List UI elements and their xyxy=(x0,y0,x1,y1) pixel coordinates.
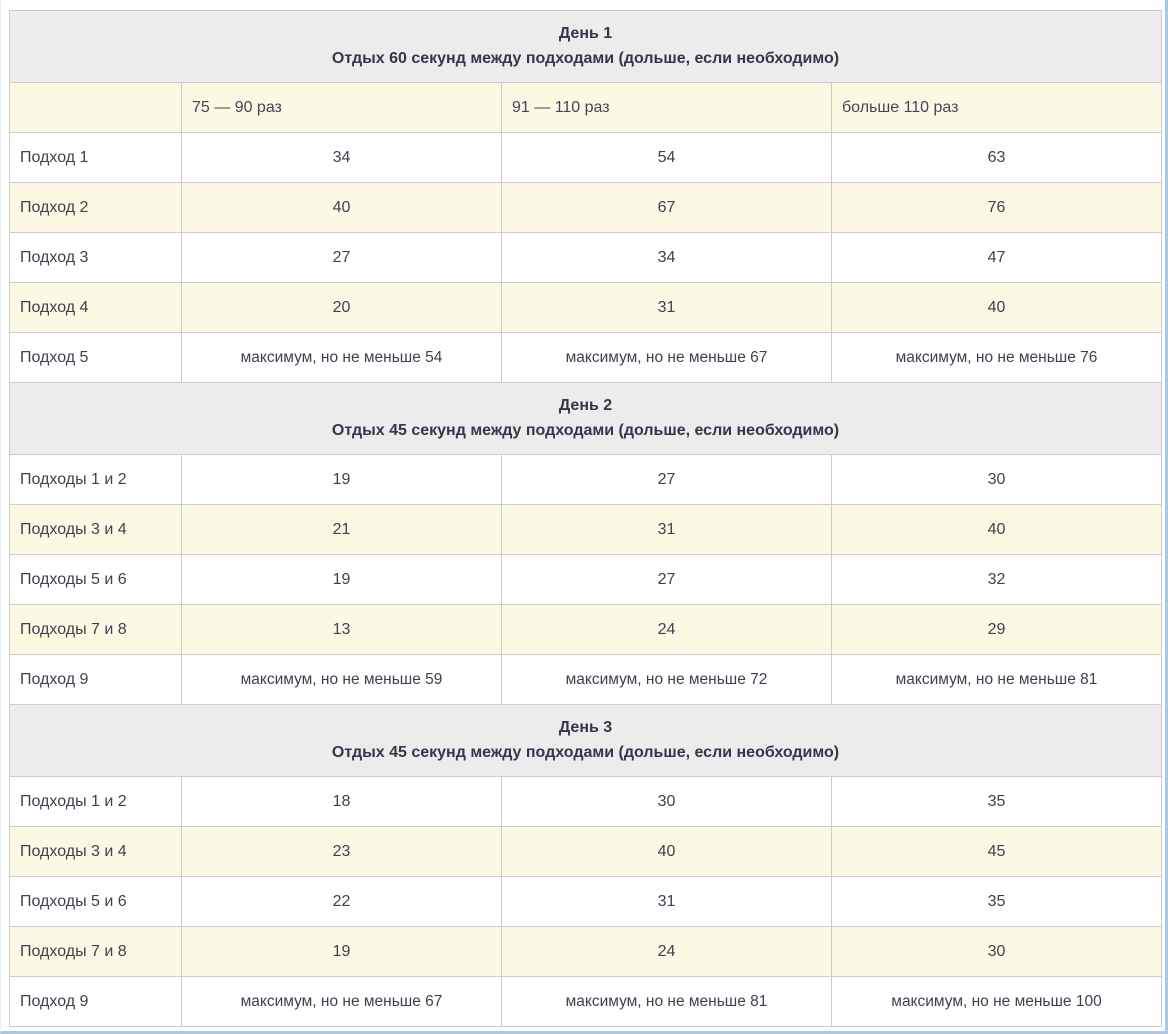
row-value: 27 xyxy=(501,554,832,605)
row-value: 45 xyxy=(831,826,1162,877)
row-label: Подход 4 xyxy=(9,282,182,333)
section-header-row: День 2 Отдых 45 секунд между подходами (д… xyxy=(9,382,1162,455)
row-value: максимум, но не меньше 59 xyxy=(181,654,502,705)
row-value: 27 xyxy=(181,232,502,283)
row-value: 22 xyxy=(181,876,502,927)
table-row: Подходы 1 и 2 19 27 30 xyxy=(9,454,1162,505)
section-header-row: День 3 Отдых 45 секунд между подходами (д… xyxy=(9,704,1162,777)
row-value: 24 xyxy=(501,926,832,977)
row-value: 47 xyxy=(831,232,1162,283)
row-label: Подход 9 xyxy=(9,976,182,1027)
row-value: 54 xyxy=(501,132,832,183)
row-value: 40 xyxy=(181,182,502,233)
column-header-empty xyxy=(9,82,182,133)
section-subtitle: Отдых 60 секунд между подходами (дольше,… xyxy=(331,49,840,67)
column-header: больше 110 раз xyxy=(831,82,1162,133)
row-value: 18 xyxy=(181,776,502,827)
row-label: Подходы 5 и 6 xyxy=(9,876,182,927)
row-value: максимум, но не меньше 72 xyxy=(501,654,832,705)
row-value: максимум, но не меньше 81 xyxy=(501,976,832,1027)
row-value: 20 xyxy=(181,282,502,333)
row-label: Подход 2 xyxy=(9,182,182,233)
row-label: Подходы 5 и 6 xyxy=(9,554,182,605)
table-row: Подходы 1 и 2 18 30 35 xyxy=(9,776,1162,827)
training-table: День 1 Отдых 60 секунд между подходами (д… xyxy=(9,10,1162,1027)
row-label: Подходы 3 и 4 xyxy=(9,826,182,877)
table-row: Подход 2 40 67 76 xyxy=(9,182,1162,233)
section-subtitle: Отдых 45 секунд между подходами (дольше,… xyxy=(331,421,840,439)
row-value: 40 xyxy=(831,504,1162,555)
table-row: Подходы 5 и 6 22 31 35 xyxy=(9,876,1162,927)
row-label: Подход 5 xyxy=(9,332,182,383)
section-header-cell: День 1 Отдых 60 секунд между подходами (д… xyxy=(9,10,1162,83)
row-value: 27 xyxy=(501,454,832,505)
row-value: 30 xyxy=(831,926,1162,977)
row-label: Подходы 3 и 4 xyxy=(9,504,182,555)
row-value: 63 xyxy=(831,132,1162,183)
table-row: Подходы 7 и 8 19 24 30 xyxy=(9,926,1162,977)
row-value: 19 xyxy=(181,926,502,977)
row-label: Подход 9 xyxy=(9,654,182,705)
row-value: 19 xyxy=(181,454,502,505)
row-value: максимум, но не меньше 100 xyxy=(831,976,1162,1027)
row-value: 67 xyxy=(501,182,832,233)
row-value: 32 xyxy=(831,554,1162,605)
row-value: 40 xyxy=(831,282,1162,333)
row-value: 30 xyxy=(501,776,832,827)
row-value: максимум, но не меньше 67 xyxy=(501,332,832,383)
table-row: Подход 9 максимум, но не меньше 67 максиму… xyxy=(9,976,1162,1027)
row-value: 31 xyxy=(501,282,832,333)
section-subtitle: Отдых 45 секунд между подходами (дольше,… xyxy=(331,743,840,761)
row-label: Подход 1 xyxy=(9,132,182,183)
row-value: 35 xyxy=(831,776,1162,827)
row-value: 34 xyxy=(181,132,502,183)
row-label: Подход 3 xyxy=(9,232,182,283)
section-title: День 3 xyxy=(558,718,613,736)
section-header-cell: День 3 Отдых 45 секунд между подходами (д… xyxy=(9,704,1162,777)
section-title: День 2 xyxy=(558,396,613,414)
row-value: 23 xyxy=(181,826,502,877)
section-header-row: День 1 Отдых 60 секунд между подходами (д… xyxy=(9,10,1162,83)
table-row: Подход 5 максимум, но не меньше 54 максиму… xyxy=(9,332,1162,383)
row-value: максимум, но не меньше 81 xyxy=(831,654,1162,705)
table-row: Подход 1 34 54 63 xyxy=(9,132,1162,183)
row-label: Подходы 1 и 2 xyxy=(9,454,182,505)
column-header-row: 75 — 90 раз 91 — 110 раз больше 110 раз xyxy=(9,82,1162,133)
row-value: 34 xyxy=(501,232,832,283)
column-header: 91 — 110 раз xyxy=(501,82,832,133)
table-row: Подходы 5 и 6 19 27 32 xyxy=(9,554,1162,605)
row-label: Подходы 7 и 8 xyxy=(9,926,182,977)
row-value: 35 xyxy=(831,876,1162,927)
row-value: 31 xyxy=(501,876,832,927)
row-value: максимум, но не меньше 67 xyxy=(181,976,502,1027)
row-value: 76 xyxy=(831,182,1162,233)
row-value: 21 xyxy=(181,504,502,555)
row-value: 29 xyxy=(831,604,1162,655)
section-title: День 1 xyxy=(558,24,613,42)
row-label: Подходы 1 и 2 xyxy=(9,776,182,827)
row-value: 40 xyxy=(501,826,832,877)
row-value: 30 xyxy=(831,454,1162,505)
row-value: 24 xyxy=(501,604,832,655)
row-label: Подходы 7 и 8 xyxy=(9,604,182,655)
row-value: максимум, но не меньше 54 xyxy=(181,332,502,383)
row-value: 13 xyxy=(181,604,502,655)
table-row: Подход 9 максимум, но не меньше 59 максиму… xyxy=(9,654,1162,705)
row-value: 31 xyxy=(501,504,832,555)
row-value: максимум, но не меньше 76 xyxy=(831,332,1162,383)
table-row: Подходы 7 и 8 13 24 29 xyxy=(9,604,1162,655)
table-row: Подходы 3 и 4 21 31 40 xyxy=(9,504,1162,555)
table-row: Подход 4 20 31 40 xyxy=(9,282,1162,333)
column-header: 75 — 90 раз xyxy=(181,82,502,133)
section-header-cell: День 2 Отдых 45 секунд между подходами (д… xyxy=(9,382,1162,455)
table-row: Подходы 3 и 4 23 40 45 xyxy=(9,826,1162,877)
table-row: Подход 3 27 34 47 xyxy=(9,232,1162,283)
row-value: 19 xyxy=(181,554,502,605)
